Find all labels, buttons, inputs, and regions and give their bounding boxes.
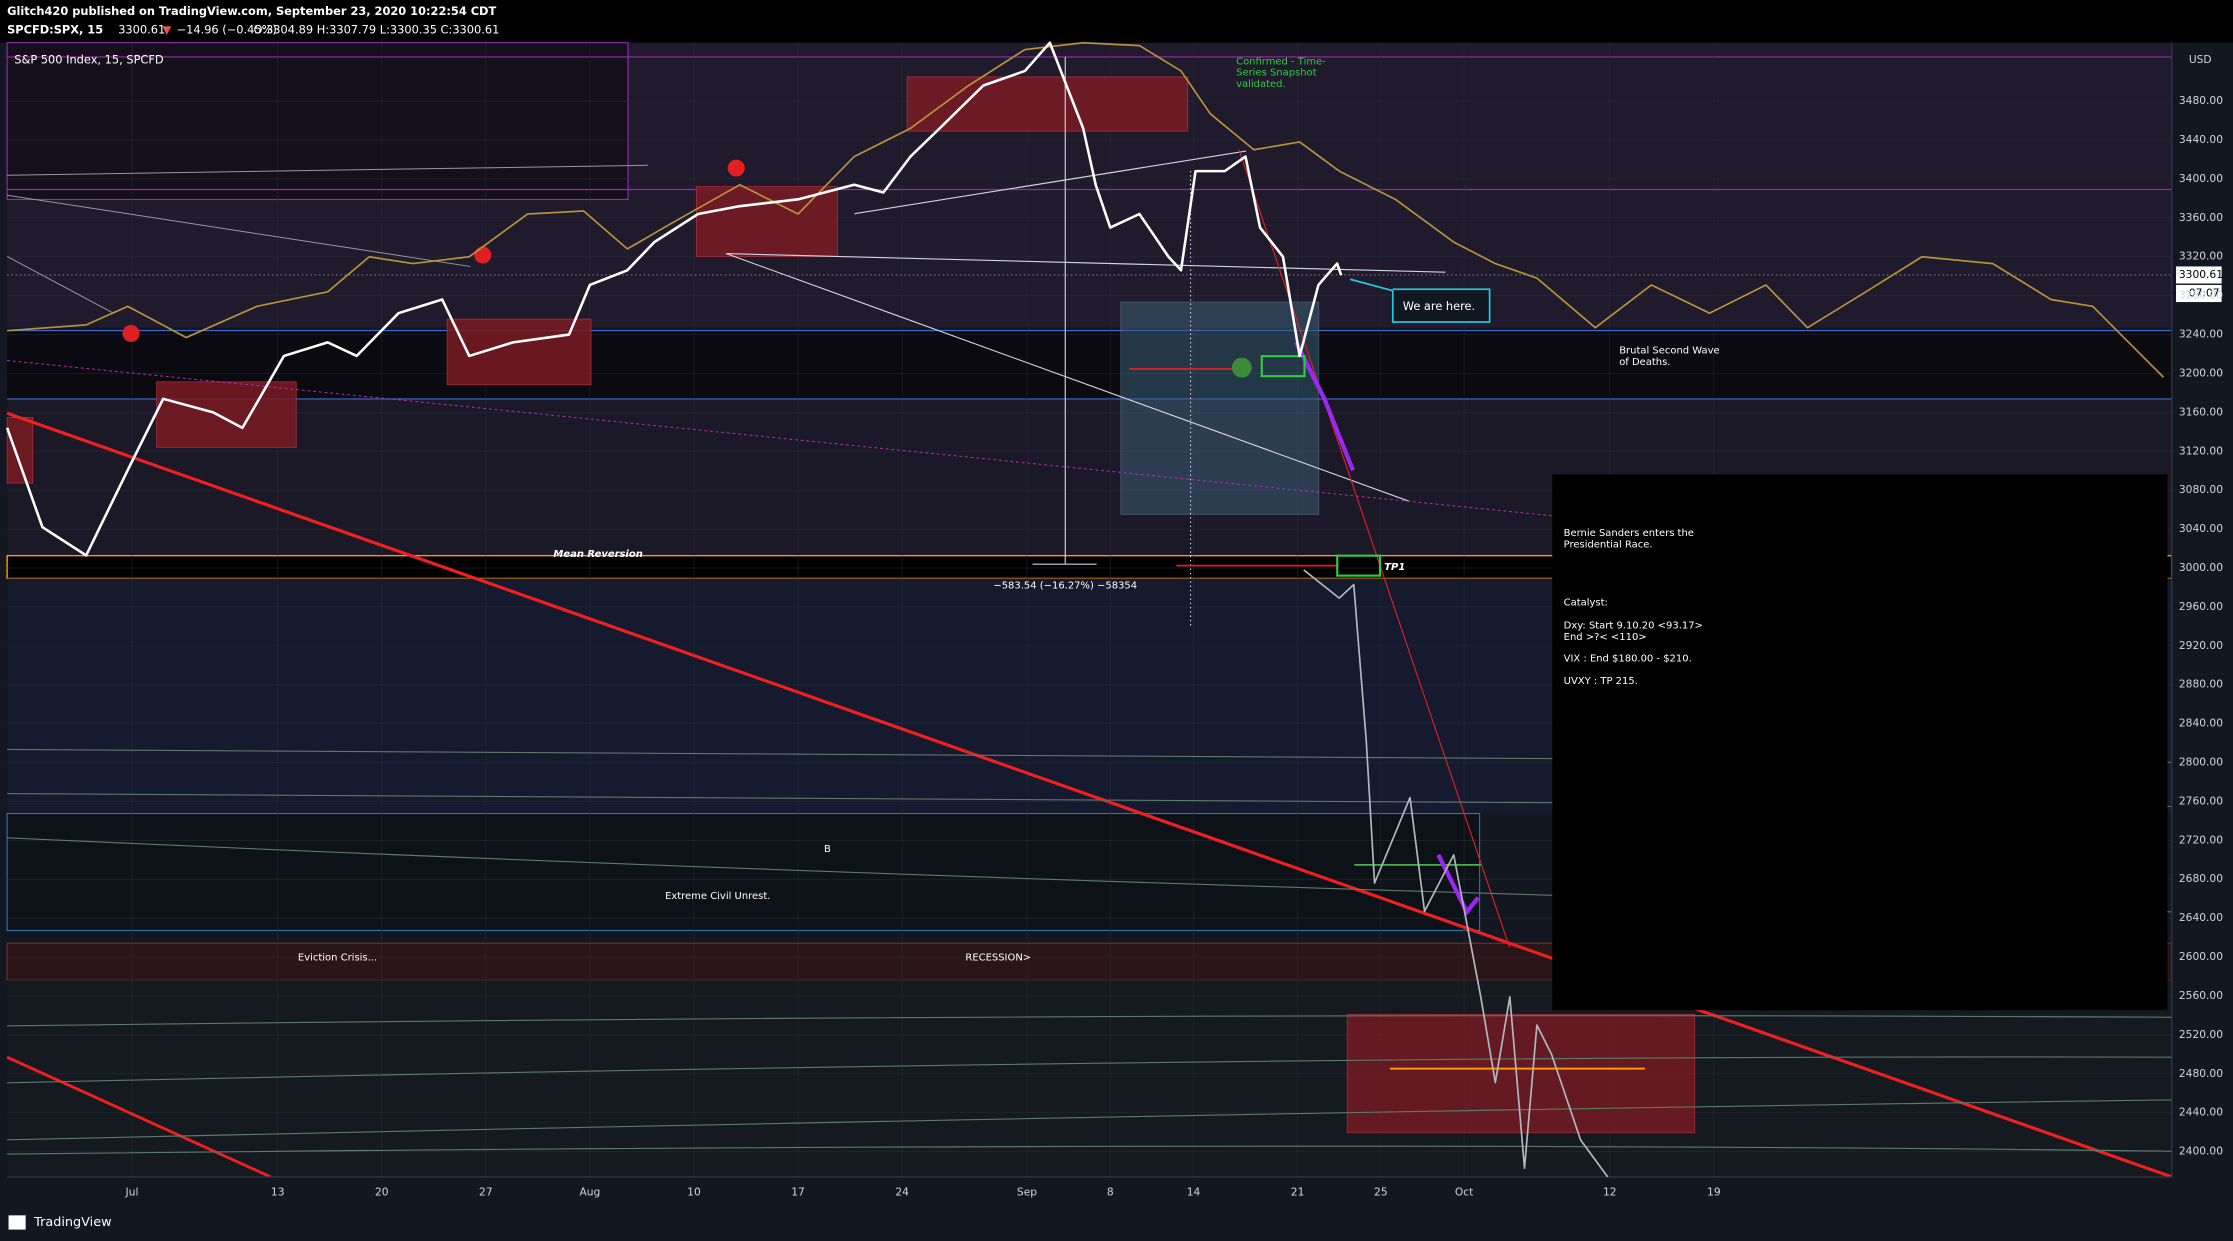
last-price: 3300.61 bbox=[118, 22, 165, 36]
y-tick-label: 2400.00 bbox=[2179, 1145, 2223, 1158]
annotation: TP1 bbox=[1384, 562, 1405, 573]
annotation: Eviction Crisis... bbox=[298, 952, 377, 963]
change-arrow: ▼ bbox=[162, 22, 171, 36]
y-tick-label: 3080.00 bbox=[2179, 483, 2223, 496]
measure: −583.54 (−16.27%) −58354 bbox=[993, 581, 1137, 592]
x-tick-label: 8 bbox=[1107, 1186, 1114, 1199]
y-tick-label: 3440.00 bbox=[2179, 133, 2223, 146]
x-tick-label: Sep bbox=[1017, 1186, 1037, 1199]
labels: Glitch420 published on TradingView.com, … bbox=[7, 4, 2223, 1230]
x-tick-label: 27 bbox=[479, 1186, 493, 1199]
y-tick-label: 2720.00 bbox=[2179, 833, 2223, 846]
y-tick-label: 3240.00 bbox=[2179, 328, 2223, 341]
annotation: Brutal Second Wave bbox=[1619, 345, 1719, 356]
y-tick-label: 3120.00 bbox=[2179, 444, 2223, 457]
price-line bbox=[1303, 569, 1609, 1178]
y-tick-label: 2600.00 bbox=[2179, 950, 2223, 963]
y-tick-label: 3480.00 bbox=[2179, 94, 2223, 107]
y-tick-label: 2840.00 bbox=[2179, 717, 2223, 730]
countdown: 07:07 bbox=[2189, 287, 2220, 300]
x-tick-label: 10 bbox=[687, 1186, 701, 1199]
y-tick-label: 2640.00 bbox=[2179, 911, 2223, 924]
y-tick-label: 2480.00 bbox=[2179, 1067, 2223, 1080]
x-tick-label: Aug bbox=[579, 1186, 600, 1199]
x-tick-label: 25 bbox=[1374, 1186, 1388, 1199]
y-tick-label: 2520.00 bbox=[2179, 1028, 2223, 1041]
chart-title: S&P 500 Index, 15, SPCFD bbox=[14, 52, 164, 66]
y-tick-label: 2880.00 bbox=[2179, 678, 2223, 691]
y-tick-label: 3200.00 bbox=[2179, 366, 2223, 379]
y-tick-label: 3400.00 bbox=[2179, 172, 2223, 185]
drawings bbox=[0, 42, 2233, 1241]
x-tick-label: 19 bbox=[1707, 1186, 1721, 1199]
y-tick-label: 2920.00 bbox=[2179, 639, 2223, 652]
box-text: End >?< <110> bbox=[1564, 632, 1647, 643]
x-tick-label: 24 bbox=[895, 1186, 909, 1199]
series-group bbox=[5, 41, 2165, 1178]
price-line bbox=[7, 41, 2165, 378]
annotation: validated. bbox=[1236, 79, 1286, 90]
callout: We are here. bbox=[1403, 299, 1475, 313]
box-text: UVXY : TP 215. bbox=[1564, 676, 1638, 687]
x-tick-label: 14 bbox=[1187, 1186, 1201, 1199]
y-tick-label: 3160.00 bbox=[2179, 405, 2223, 418]
y-tick-label: 2440.00 bbox=[2179, 1106, 2223, 1119]
y-tick-label: 3360.00 bbox=[2179, 211, 2223, 224]
x-tick-label: Oct bbox=[1455, 1186, 1473, 1199]
brand: TradingView bbox=[33, 1215, 111, 1230]
box-text: Bernie Sanders enters the bbox=[1564, 528, 1694, 539]
change: −14.96 (−0.45%) bbox=[177, 22, 277, 36]
symbol: SPCFD:SPX, 15 bbox=[7, 22, 103, 36]
annotation: B bbox=[824, 844, 831, 855]
y-tick-label: 2760.00 bbox=[2179, 794, 2223, 807]
x-tick-label: 17 bbox=[791, 1186, 805, 1199]
x-tick-label: 20 bbox=[375, 1186, 389, 1199]
box-text: Catalyst: bbox=[1564, 598, 1608, 609]
box-text: Presidential Race. bbox=[1564, 539, 1653, 550]
y-tick-label: 3320.00 bbox=[2179, 250, 2223, 263]
annotation: RECESSION> bbox=[965, 952, 1031, 963]
y-tick-label: 3280.00 bbox=[2179, 289, 2223, 302]
y-tick-label: 2680.00 bbox=[2179, 872, 2223, 885]
y-tick-label: 2560.00 bbox=[2179, 989, 2223, 1002]
price-tag: 3300.61 bbox=[2179, 268, 2223, 281]
y-tick-label: 3040.00 bbox=[2179, 522, 2223, 535]
x-tick-label: Jul bbox=[125, 1186, 139, 1199]
x-tick-label: 21 bbox=[1291, 1186, 1305, 1199]
x-tick-label: 12 bbox=[1603, 1186, 1617, 1199]
y-tick-label: 3000.00 bbox=[2179, 561, 2223, 574]
annotation: Confirmed - Time- bbox=[1236, 56, 1326, 67]
box-text: Dxy: Start 9.10.20 <93.17> bbox=[1564, 620, 1703, 631]
annotation: Mean Reversion bbox=[553, 549, 642, 560]
y-tick-label: 2800.00 bbox=[2179, 756, 2223, 769]
y-tick-label: 2960.00 bbox=[2179, 600, 2223, 613]
price-line bbox=[5, 41, 1343, 557]
ohlc: O:3304.89 H:3307.79 L:3300.35 C:3300.61 bbox=[253, 22, 499, 36]
currency: USD bbox=[2189, 53, 2212, 66]
annotation: of Deaths. bbox=[1619, 357, 1670, 368]
x-tick-label: 13 bbox=[271, 1186, 285, 1199]
annotation: Extreme Civil Unrest. bbox=[665, 891, 770, 902]
author: Glitch420 published on TradingView.com, … bbox=[7, 4, 496, 18]
annotation: Series Snapshot bbox=[1236, 68, 1316, 79]
box-text: VIX : End $180.00 - $210. bbox=[1564, 653, 1692, 664]
